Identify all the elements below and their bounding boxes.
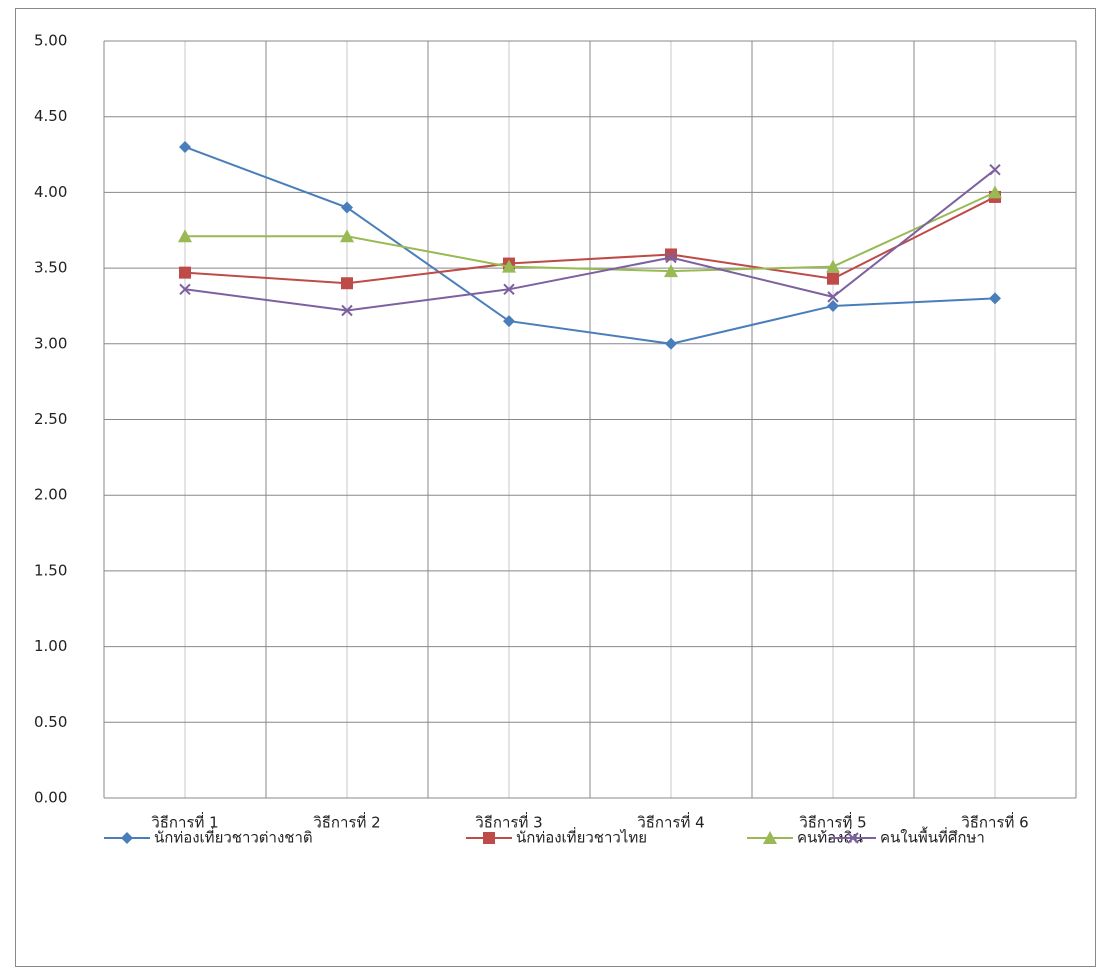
legend-marker <box>763 831 777 844</box>
y-tick-label: 2.00 <box>34 486 67 504</box>
y-tick-label: 0.50 <box>34 713 67 731</box>
legend-label: คนท้องถิ่น <box>797 827 863 847</box>
point <box>826 259 840 273</box>
point <box>503 315 515 328</box>
point <box>989 292 1001 305</box>
point <box>827 291 839 303</box>
legend-label: คนในพื้นที่ศึกษา <box>880 827 985 847</box>
point <box>665 251 677 264</box>
point <box>988 185 1002 199</box>
point <box>178 229 192 243</box>
point <box>503 283 515 296</box>
point <box>827 299 839 312</box>
x-tick-label: วิธีการที่ 4 <box>637 812 705 832</box>
legend-label: นักท่องเที่ยวชาวต่างชาติ <box>154 827 313 847</box>
x-tick-label: วิธีการที่ 3 <box>475 812 543 832</box>
point <box>989 163 1001 176</box>
point <box>664 264 678 278</box>
y-tick-label: 5.00 <box>34 32 67 50</box>
chart-frame <box>15 8 1096 967</box>
point <box>827 272 839 285</box>
series-line <box>184 196 996 285</box>
x-tick-label: วิธีการที่ 1 <box>151 812 219 832</box>
y-tick-label: 4.00 <box>34 183 67 201</box>
point <box>502 259 516 273</box>
x-tick-label: วิธีการที่ 2 <box>313 812 381 832</box>
series-line <box>184 146 996 345</box>
legend-marker <box>483 832 495 844</box>
point <box>179 140 191 153</box>
series-line <box>185 191 996 273</box>
point <box>341 304 353 317</box>
point <box>340 229 354 243</box>
point <box>179 283 191 296</box>
y-tick-label: 2.50 <box>34 410 67 428</box>
legend-marker <box>121 832 133 844</box>
y-tick-label: 1.50 <box>34 561 67 579</box>
x-tick-label: วิธีการที่ 6 <box>961 812 1029 832</box>
legend-marker <box>847 832 859 844</box>
series-line <box>184 168 996 312</box>
y-tick-label: 4.50 <box>34 107 67 125</box>
point <box>341 277 353 290</box>
y-tick-label: 1.00 <box>34 637 67 655</box>
y-tick-label: 0.00 <box>34 789 67 807</box>
y-tick-label: 3.50 <box>34 259 67 277</box>
point <box>341 201 353 214</box>
y-tick-label: 3.00 <box>34 334 67 352</box>
legend-label: นักท่องเที่ยวชาวไทย <box>516 827 647 847</box>
point <box>665 337 677 350</box>
x-tick-label: วิธีการที่ 5 <box>799 812 867 832</box>
point <box>179 266 191 279</box>
